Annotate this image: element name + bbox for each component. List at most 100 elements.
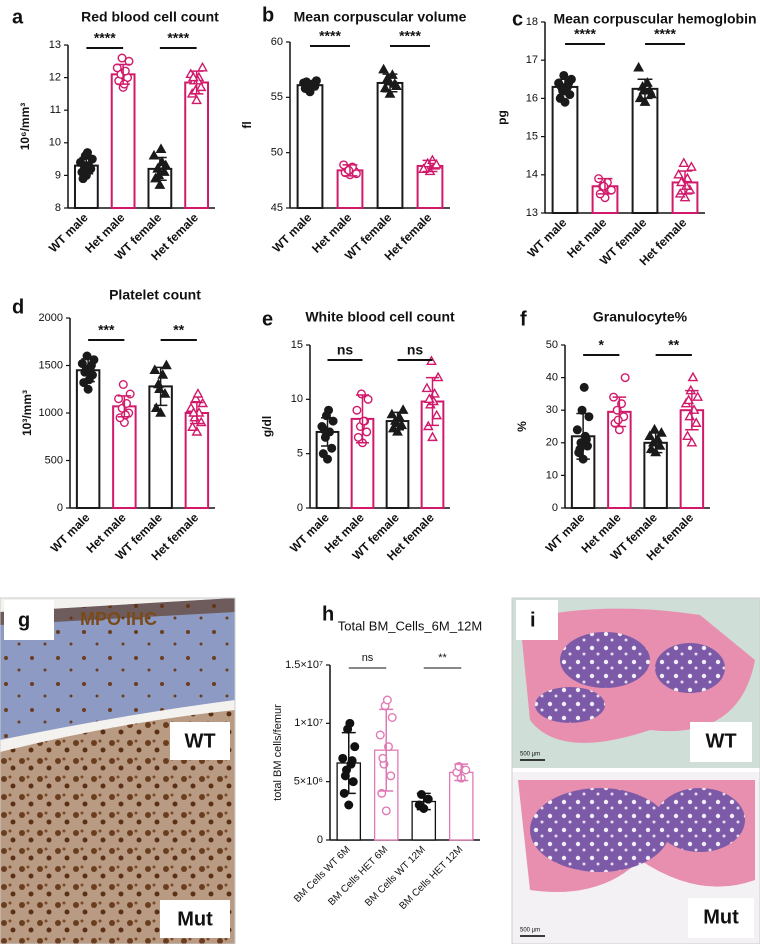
image-g: g MPO IHC WT Mut <box>0 597 236 944</box>
scale-bar-label: 500 µm <box>520 928 540 934</box>
data-point <box>682 430 693 440</box>
y-tick-label: 13 <box>526 207 538 219</box>
y-tick-label: 40 <box>546 372 558 384</box>
error-bar <box>597 177 613 195</box>
data-point <box>77 359 87 369</box>
data-point <box>118 380 128 390</box>
data-point <box>613 415 623 425</box>
data-point <box>84 375 94 385</box>
data-point <box>423 393 435 404</box>
panel-letter: i <box>530 609 536 631</box>
error-bar <box>153 156 167 182</box>
y-tick-label: 16 <box>526 92 538 104</box>
error-bar <box>81 358 95 383</box>
error-bar <box>685 389 699 431</box>
data-point <box>344 165 354 175</box>
data-point <box>350 742 360 752</box>
significance-label: * <box>599 337 605 353</box>
y-axis-label: total BM cells/femur <box>272 704 284 801</box>
panel-letter: d <box>12 296 24 318</box>
y-axis-label: fl <box>240 121 254 128</box>
data-point <box>378 63 389 74</box>
error-bar <box>648 432 663 454</box>
y-tick-label: 10 <box>291 393 303 405</box>
data-point <box>690 417 702 427</box>
data-point <box>687 371 699 382</box>
y-tick-label: 8 <box>55 202 61 214</box>
data-point <box>154 383 165 393</box>
y-tick-label: 18 <box>526 16 538 28</box>
significance-label: **** <box>574 26 596 42</box>
significance-label: ** <box>173 322 184 338</box>
data-point <box>161 359 172 370</box>
data-point <box>191 94 203 105</box>
error-bar <box>117 395 132 418</box>
y-tick-label: 12 <box>49 72 61 84</box>
data-point <box>363 394 373 404</box>
significance-label: *** <box>98 322 115 338</box>
data-point <box>82 148 92 158</box>
y-tick-label: 5 <box>297 448 303 460</box>
bar <box>296 84 324 209</box>
bar <box>551 85 579 214</box>
data-point <box>381 806 391 816</box>
data-point <box>375 730 385 740</box>
significance-label: ns <box>337 342 354 358</box>
data-point <box>157 369 169 379</box>
y-axis-label: pg <box>495 110 509 125</box>
data-point <box>429 387 440 398</box>
y-tick-label: 10 <box>49 137 61 149</box>
panel-letter: h <box>322 603 334 625</box>
data-point <box>362 427 372 437</box>
y-tick-label: 30 <box>546 404 558 416</box>
data-point <box>391 417 402 427</box>
y-tick-label: 1000 <box>39 407 63 419</box>
y-tick-label: 10 <box>546 469 558 481</box>
data-point <box>644 430 656 440</box>
y-tick-label: 45 <box>271 202 283 214</box>
error-bar <box>612 396 627 428</box>
data-point <box>114 394 124 404</box>
y-tick-label: 55 <box>271 91 283 103</box>
y-tick-label: 2000 <box>39 312 63 324</box>
chart-title: Platelet count <box>109 287 201 303</box>
data-point <box>353 432 363 442</box>
data-point <box>344 800 354 810</box>
y-tick-label: 0 <box>57 502 63 514</box>
data-point <box>150 402 162 412</box>
data-point <box>678 157 690 168</box>
data-point <box>427 431 438 442</box>
data-point <box>190 392 202 403</box>
data-point <box>686 161 697 171</box>
panel-letter: f <box>520 308 527 330</box>
y-tick-label: 1500 <box>39 359 63 371</box>
panel-letter: g <box>18 609 30 631</box>
data-point <box>83 384 93 394</box>
x-tick-label: WT male <box>525 215 570 260</box>
data-point <box>155 407 167 417</box>
chart-title: Mean corpuscular volume <box>294 9 467 25</box>
data-point <box>318 449 328 459</box>
error-bar <box>677 170 693 195</box>
error-bar <box>637 78 653 100</box>
data-point <box>359 416 369 426</box>
error-bar <box>153 366 168 407</box>
y-tick-label: 0 <box>317 834 323 846</box>
data-point <box>383 75 395 86</box>
error-bar <box>382 73 398 93</box>
y-tick-label: 17 <box>526 54 538 66</box>
data-point <box>382 695 392 705</box>
data-point <box>638 84 650 95</box>
chart-title: Total BM_Cells_6M_12M <box>338 618 483 633</box>
data-point <box>683 394 695 405</box>
error-bar <box>425 376 440 427</box>
data-point <box>338 753 348 763</box>
error-bar <box>390 411 405 431</box>
data-point <box>78 174 88 184</box>
y-tick-label: 14 <box>526 169 538 181</box>
data-point <box>564 78 574 88</box>
data-point <box>556 82 566 92</box>
image-label: WT <box>705 730 736 752</box>
data-point <box>579 382 589 392</box>
bar <box>110 73 136 209</box>
